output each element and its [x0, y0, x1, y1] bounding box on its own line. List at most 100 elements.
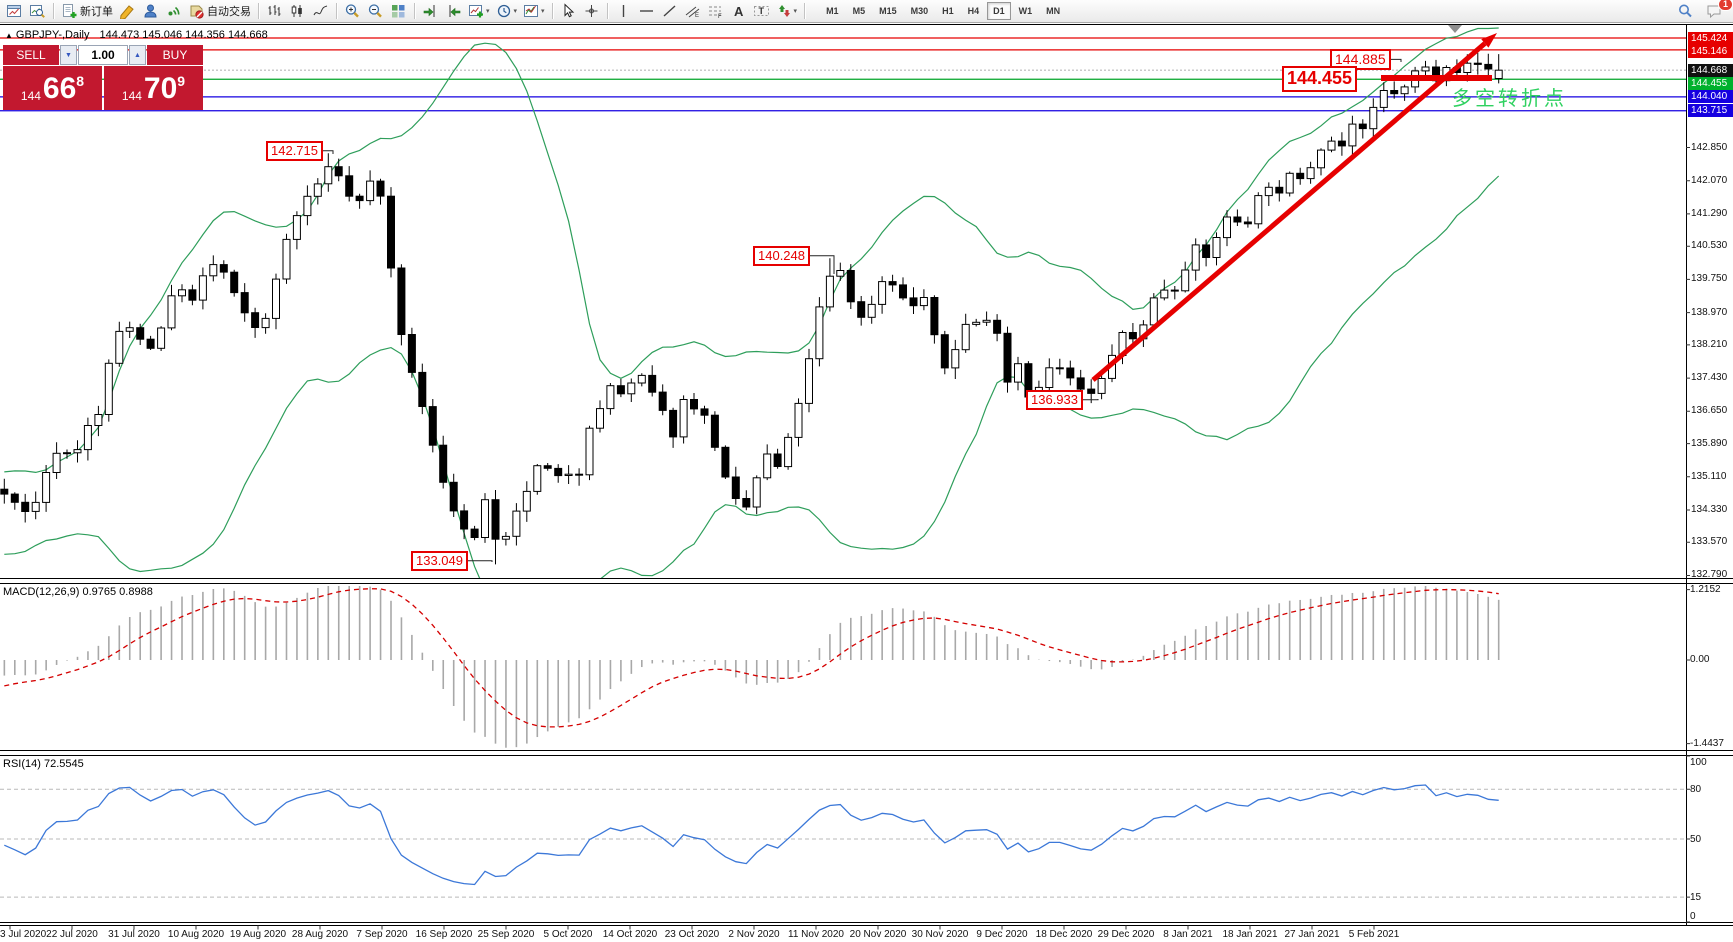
toolbar-new-chart-button[interactable]: [3, 1, 26, 21]
timeline-label[interactable]: 9 Dec 2020: [976, 929, 1028, 940]
price-annotation[interactable]: 140.248: [753, 246, 810, 266]
toolbar-arrows-button[interactable]: ▾: [773, 1, 801, 21]
timeline-label[interactable]: 3 Jul 2020: [0, 929, 47, 940]
price-annotation[interactable]: 142.715: [266, 141, 323, 161]
timeframe-button-d1[interactable]: D1: [987, 2, 1011, 20]
toolbar-autotrading-button[interactable]: 自动交易: [185, 1, 254, 21]
trend-arrow[interactable]: [1091, 33, 1497, 382]
toolbar-signals-button[interactable]: [162, 1, 185, 21]
price-axis-tick: 139.750: [1691, 273, 1728, 285]
toolbar-cursor-button[interactable]: [557, 1, 580, 21]
sell-price[interactable]: 144 66 8: [3, 66, 102, 110]
timeline-label[interactable]: 19 Aug 2020: [229, 929, 287, 940]
toolbar-metaeditor-button[interactable]: [116, 1, 139, 21]
timeline-label[interactable]: 10 Aug 2020: [167, 929, 225, 940]
toolbar-tile-windows-button[interactable]: [387, 1, 410, 21]
toolbar-trendline-button[interactable]: [658, 1, 681, 21]
toolbar-zoom-in-button[interactable]: [341, 1, 364, 21]
toolbar-templates-button[interactable]: ▾: [520, 1, 548, 21]
search-button[interactable]: [1674, 1, 1697, 21]
timeline-label[interactable]: 16 Sep 2020: [415, 929, 473, 940]
timeframe-button-m1[interactable]: M1: [826, 6, 839, 16]
timeframe-button-w1[interactable]: W1: [1018, 6, 1033, 16]
price-level-chip: 145.424: [1688, 31, 1733, 45]
ohlc-quote-label: 144.473 145.046 144.356 144.668: [99, 29, 268, 41]
price-axis-tick: 140.530: [1691, 240, 1728, 252]
crosshair-icon: [583, 3, 600, 19]
timeline-label[interactable]: 23 Oct 2020: [664, 929, 720, 940]
symbol-period-label: GBPJPY-,Daily: [15, 29, 90, 41]
price-annotation[interactable]: 144.885: [1330, 49, 1391, 70]
timeframe-button-m5[interactable]: M5: [852, 6, 866, 16]
toolbar-profiles-button[interactable]: [26, 1, 49, 21]
toolbar-indicators-button[interactable]: ▾: [465, 1, 493, 21]
auto-scroll-icon: [422, 3, 439, 19]
timeframe-button-m30[interactable]: M30: [910, 6, 929, 16]
chart-title: ▲ GBPJPY-,Daily 144.473 145.046 144.356 14…: [5, 29, 268, 41]
macd-indicator-label: MACD(12,26,9) 0.9765 0.8988: [3, 586, 153, 598]
search-icon: [1677, 3, 1694, 19]
timeframe-button-m15[interactable]: M15: [879, 6, 897, 16]
price-annotation[interactable]: 136.933: [1026, 390, 1083, 410]
toolbar-separator: [336, 3, 337, 19]
price-axis-tick: 135.110: [1691, 470, 1727, 482]
toolbar-community-button[interactable]: [139, 1, 162, 21]
volume-input[interactable]: [78, 45, 128, 65]
rsi-scale-label: 15: [1690, 892, 1702, 904]
timeline-label[interactable]: 25 Sep 2020: [477, 929, 535, 940]
timeline-label[interactable]: 8 Jan 2021: [1163, 929, 1213, 940]
toolbar-candlestick-chart-button[interactable]: [286, 1, 309, 21]
timeframe-button-h4[interactable]: H4: [967, 6, 980, 16]
buy-price[interactable]: 144 70 9: [104, 66, 203, 110]
arrows-icon: [776, 3, 793, 19]
toolbar-horizontal-line-button[interactable]: [635, 1, 658, 21]
timeline-label[interactable]: 14 Oct 2020: [602, 929, 658, 940]
timeframe-bar: M1 M5 M15 M30 H1 H4 D1 W1 MN: [819, 2, 1067, 20]
toolbar-auto-scroll-button[interactable]: [419, 1, 442, 21]
timeline-label[interactable]: 31 Jul 2020: [108, 929, 160, 940]
toolbar-chart-shift-button[interactable]: [442, 1, 465, 21]
toolbar-text-button[interactable]: A: [727, 1, 750, 21]
price-level-chip: 144.668: [1688, 63, 1733, 77]
toolbar-vertical-line-button[interactable]: [612, 1, 635, 21]
toolbar-zoom-out-button[interactable]: [364, 1, 387, 21]
chart-shift-marker-icon[interactable]: [1448, 25, 1462, 33]
toolbar-equidistant-channel-button[interactable]: E: [681, 1, 704, 21]
notifications-button[interactable]: 1: [1703, 0, 1733, 21]
rsi-scale-label: 50: [1690, 834, 1702, 845]
timeline-label[interactable]: 2 Nov 2020: [728, 929, 780, 940]
toolbar-fibonacci-button[interactable]: F: [704, 1, 727, 21]
timeline-label[interactable]: 20 Nov 2020: [849, 929, 907, 940]
timeframe-button-h1[interactable]: H1: [942, 6, 954, 16]
rsi-scale-label: 80: [1690, 784, 1702, 796]
autotrading-label: 自动交易: [207, 6, 251, 18]
toolbar-bar-chart-button[interactable]: [263, 1, 286, 21]
timeline-label[interactable]: 5 Feb 2021: [1348, 929, 1400, 940]
toolbar-crosshair-button[interactable]: [580, 1, 603, 21]
toolbar-separator: [414, 3, 415, 19]
timeframe-button-mn[interactable]: MN: [1046, 6, 1061, 16]
timeline-label[interactable]: 18 Jan 2021: [1222, 929, 1278, 940]
volume-decrease-button[interactable]: ▼: [60, 45, 77, 65]
buy-button[interactable]: BUY: [147, 45, 203, 65]
toolbar-periods-button[interactable]: ▾: [493, 1, 521, 21]
toolbar-text-label-button[interactable]: T: [750, 1, 773, 21]
timeline-label[interactable]: 7 Sep 2020: [356, 929, 408, 940]
volume-increase-button[interactable]: ▲: [129, 45, 146, 65]
timeline-label[interactable]: 5 Oct 2020: [543, 929, 593, 940]
toolbar-new-order-button[interactable]: 新订单: [58, 1, 116, 21]
periods-icon: [496, 3, 513, 19]
timeline-label[interactable]: 30 Nov 2020: [911, 929, 969, 940]
price-annotation[interactable]: 133.049: [411, 551, 468, 571]
sell-button[interactable]: SELL: [3, 45, 59, 65]
timeline-label[interactable]: 27 Jan 2021: [1284, 929, 1340, 940]
chinese-note-label[interactable]: 多空转折点: [1452, 88, 1567, 110]
timeline-label[interactable]: 28 Aug 2020: [291, 929, 349, 940]
timeline-label[interactable]: 11 Nov 2020: [788, 929, 844, 940]
timeline-label[interactable]: 18 Dec 2020: [1035, 929, 1093, 940]
toolbar-line-chart-button[interactable]: [309, 1, 332, 21]
price-annotation[interactable]: 144.455: [1282, 66, 1358, 92]
timeline-label[interactable]: 29 Dec 2020: [1097, 929, 1155, 940]
timeline-label[interactable]: 22 Jul 2020: [46, 929, 98, 940]
